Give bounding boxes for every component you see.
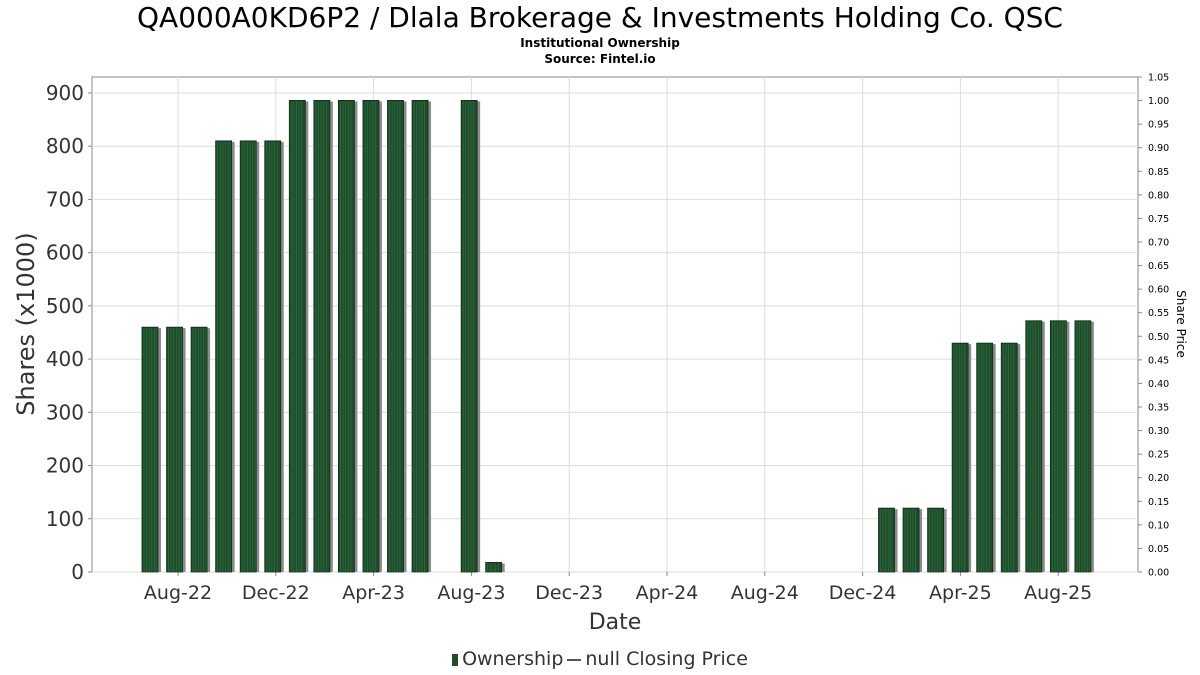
ownership-bar: [239, 140, 257, 573]
y2-axis-title: Share Price: [1174, 290, 1188, 358]
y-tick-label: 800: [46, 134, 84, 158]
x-tick-label: Aug-24: [731, 582, 799, 604]
ownership-bar: [1000, 342, 1018, 573]
y2-tick-label: 0.25: [1148, 450, 1169, 461]
y2-tick-label: 0.75: [1148, 214, 1169, 225]
y-tick-label: 900: [46, 81, 84, 105]
y2-tick-label: 0.00: [1148, 568, 1169, 579]
y-tick-label: 300: [46, 400, 84, 424]
chart-subtitle: Institutional Ownership: [520, 36, 680, 50]
y-tick-label: 700: [46, 187, 84, 211]
legend-ownership-label: Ownership: [462, 648, 564, 670]
chart-title: QA000A0KD6P2 / Dlala Brokerage & Investm…: [137, 1, 1063, 34]
y2-tick-label: 0.85: [1148, 167, 1169, 178]
ownership-bar: [902, 507, 920, 573]
x-axis-title: Date: [589, 610, 642, 635]
y-tick-label: 200: [46, 454, 84, 478]
y-tick-label: 500: [46, 294, 84, 318]
y2-tick-label: 0.10: [1148, 520, 1169, 531]
y2-tick-label: 0.15: [1148, 497, 1169, 508]
y2-tick-label: 0.70: [1148, 238, 1169, 249]
ownership-bar: [927, 507, 944, 573]
y2-tick-label: 1.05: [1148, 73, 1169, 84]
x-tick-label: Apr-24: [636, 582, 699, 604]
y2-tick-label: 1.00: [1148, 96, 1169, 107]
y-tick-label: 0: [71, 560, 84, 584]
y2-tick-label: 0.30: [1148, 426, 1169, 437]
y-tick-label: 100: [46, 507, 84, 531]
x-tick-label: Dec-24: [829, 582, 897, 604]
y2-tick-label: 0.90: [1148, 143, 1169, 154]
y2-tick-label: 0.05: [1148, 544, 1169, 555]
ownership-bar: [878, 507, 895, 573]
x-tick-label: Apr-25: [929, 582, 992, 604]
ownership-bar: [976, 342, 994, 573]
ownership-bar: [485, 562, 503, 573]
y2-tick-label: 0.60: [1148, 285, 1169, 296]
y2-tick-label: 0.35: [1148, 403, 1169, 414]
ownership-bar: [411, 100, 429, 573]
y2-tick-label: 0.65: [1148, 261, 1169, 272]
ownership-legend-swatch: [452, 653, 459, 666]
y2-tick-label: 0.80: [1148, 190, 1169, 201]
ownership-bar: [215, 140, 233, 573]
x-tick-label: Apr-23: [342, 582, 405, 604]
x-tick-label: Aug-22: [144, 582, 212, 604]
chart-source: Source: Fintel.io: [544, 52, 656, 66]
price-legend-line: [567, 658, 582, 661]
legend: Ownership null Closing Price: [0, 647, 1200, 671]
x-tick-label: Dec-23: [535, 582, 603, 604]
y-tick-label: 400: [46, 347, 84, 371]
ownership-bar: [288, 100, 306, 573]
ownership-bar: [951, 342, 969, 573]
x-tick-label: Dec-22: [242, 582, 310, 604]
y-tick-label: 600: [46, 241, 84, 265]
y2-tick-label: 0.95: [1148, 120, 1169, 131]
y2-tick-label: 0.20: [1148, 473, 1169, 484]
y2-tick-label: 0.50: [1148, 332, 1169, 343]
y2-tick-label: 0.40: [1148, 379, 1169, 390]
x-tick-label: Aug-25: [1024, 582, 1092, 604]
y2-tick-label: 0.55: [1148, 308, 1169, 319]
legend-price-label: null Closing Price: [585, 648, 748, 670]
x-tick-label: Aug-23: [437, 582, 505, 604]
y-axis-title: Shares (x1000): [12, 232, 40, 415]
y2-tick-label: 0.45: [1148, 355, 1169, 366]
